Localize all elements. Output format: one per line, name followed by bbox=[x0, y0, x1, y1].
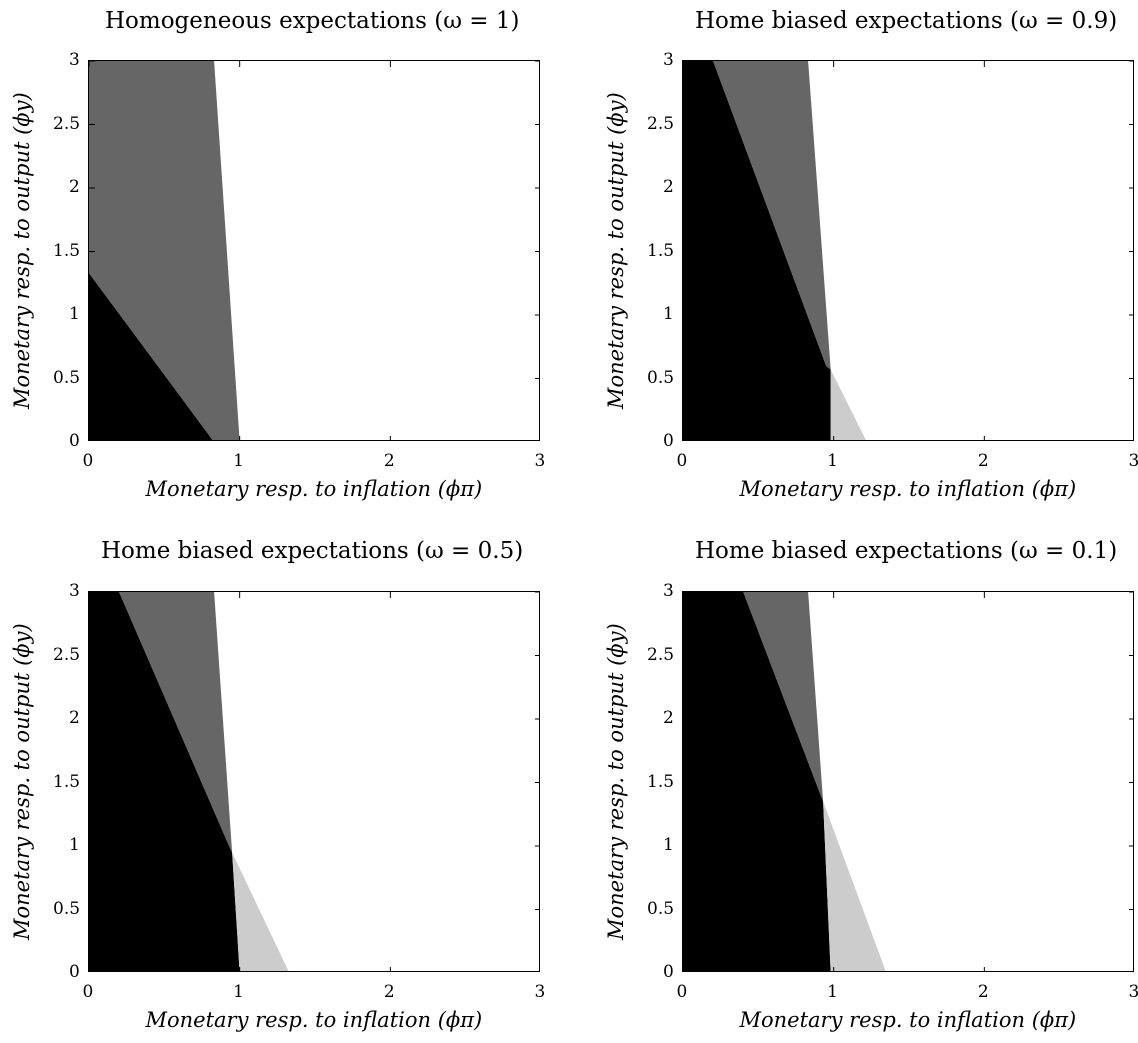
region-0 bbox=[683, 61, 831, 440]
region-0 bbox=[89, 273, 213, 440]
y-tick-label: 3 bbox=[69, 581, 80, 601]
region-1 bbox=[743, 592, 824, 802]
y-tick-label: 1 bbox=[663, 835, 674, 855]
x-tick-label: 2 bbox=[977, 982, 989, 1002]
x-tick-label: 1 bbox=[233, 982, 244, 1002]
y-tick-label: 3 bbox=[663, 581, 674, 601]
x-tick-label: 0 bbox=[676, 451, 688, 471]
y-tick-label: 0 bbox=[663, 431, 674, 451]
y-tick-label: 2.5 bbox=[647, 644, 675, 665]
region-2 bbox=[830, 369, 866, 440]
region-0 bbox=[89, 592, 240, 971]
region-1 bbox=[89, 61, 240, 440]
y-tick-label: 2 bbox=[69, 177, 80, 197]
x-tick-label: 3 bbox=[534, 451, 546, 471]
heatmap-svg bbox=[89, 592, 539, 971]
chart-title: Home biased expectations (ω = 0.1) bbox=[695, 538, 1118, 564]
x-tick-label: 1 bbox=[827, 982, 838, 1002]
y-tick-label: 2.5 bbox=[53, 644, 81, 665]
y-tick-label: 3 bbox=[663, 50, 674, 70]
plot-area bbox=[88, 60, 540, 441]
region-0 bbox=[683, 592, 831, 971]
plot-area bbox=[88, 591, 540, 972]
chart-title: Home biased expectations (ω = 0.5) bbox=[101, 538, 524, 564]
y-tick-label: 3 bbox=[69, 50, 80, 70]
plot-area bbox=[682, 60, 1134, 441]
x-tick-label: 0 bbox=[82, 451, 94, 471]
y-tick-label: 0 bbox=[69, 962, 80, 982]
region-1 bbox=[119, 592, 233, 853]
y-tick-label: 0 bbox=[69, 431, 80, 451]
x-axis-label: Monetary resp. to inflation (ϕπ) bbox=[145, 477, 483, 501]
region-1 bbox=[713, 61, 831, 370]
x-tick-label: 1 bbox=[233, 451, 244, 471]
y-tick-label: 1.5 bbox=[53, 240, 81, 261]
y-axis-label: Monetary resp. to output (ϕy) bbox=[10, 623, 34, 940]
y-tick-label: 1.5 bbox=[647, 771, 675, 792]
x-tick-label: 2 bbox=[383, 451, 395, 471]
y-tick-label: 0 bbox=[663, 962, 674, 982]
y-tick-label: 0.5 bbox=[53, 898, 81, 919]
y-tick-label: 2.5 bbox=[647, 113, 675, 134]
heatmap-svg bbox=[683, 61, 1133, 440]
y-tick-label: 2 bbox=[663, 708, 674, 728]
x-tick-label: 3 bbox=[1128, 451, 1138, 471]
chart-title: Homogeneous expectations (ω = 1) bbox=[105, 8, 520, 34]
region-2 bbox=[823, 801, 886, 971]
heatmap-svg bbox=[683, 592, 1133, 971]
y-axis-label: Monetary resp. to output (ϕy) bbox=[604, 623, 628, 940]
x-axis-label: Monetary resp. to inflation (ϕπ) bbox=[145, 1008, 483, 1032]
x-axis-label: Monetary resp. to inflation (ϕπ) bbox=[739, 1008, 1077, 1032]
x-tick-label: 0 bbox=[676, 982, 688, 1002]
y-tick-label: 0.5 bbox=[53, 367, 81, 388]
chart-title: Home biased expectations (ω = 0.9) bbox=[695, 8, 1118, 34]
y-tick-label: 2 bbox=[663, 177, 674, 197]
plot-area bbox=[682, 591, 1134, 972]
y-tick-label: 1 bbox=[69, 835, 80, 855]
y-tick-label: 1.5 bbox=[53, 771, 81, 792]
x-tick-label: 3 bbox=[1128, 982, 1138, 1002]
x-tick-label: 3 bbox=[534, 982, 546, 1002]
x-axis-label: Monetary resp. to inflation (ϕπ) bbox=[739, 477, 1077, 501]
y-axis-label: Monetary resp. to output (ϕy) bbox=[10, 92, 34, 409]
x-tick-label: 1 bbox=[827, 451, 838, 471]
y-tick-label: 1 bbox=[69, 304, 80, 324]
y-tick-label: 0.5 bbox=[647, 367, 675, 388]
y-tick-label: 1 bbox=[663, 304, 674, 324]
y-tick-label: 1.5 bbox=[647, 240, 675, 261]
heatmap-svg bbox=[89, 61, 539, 440]
y-tick-label: 2 bbox=[69, 708, 80, 728]
y-tick-label: 2.5 bbox=[53, 113, 81, 134]
x-tick-label: 2 bbox=[383, 982, 395, 1002]
x-tick-label: 2 bbox=[977, 451, 989, 471]
region-2 bbox=[232, 852, 289, 971]
y-axis-label: Monetary resp. to output (ϕy) bbox=[604, 92, 628, 409]
x-tick-label: 0 bbox=[82, 982, 94, 1002]
y-tick-label: 0.5 bbox=[647, 898, 675, 919]
